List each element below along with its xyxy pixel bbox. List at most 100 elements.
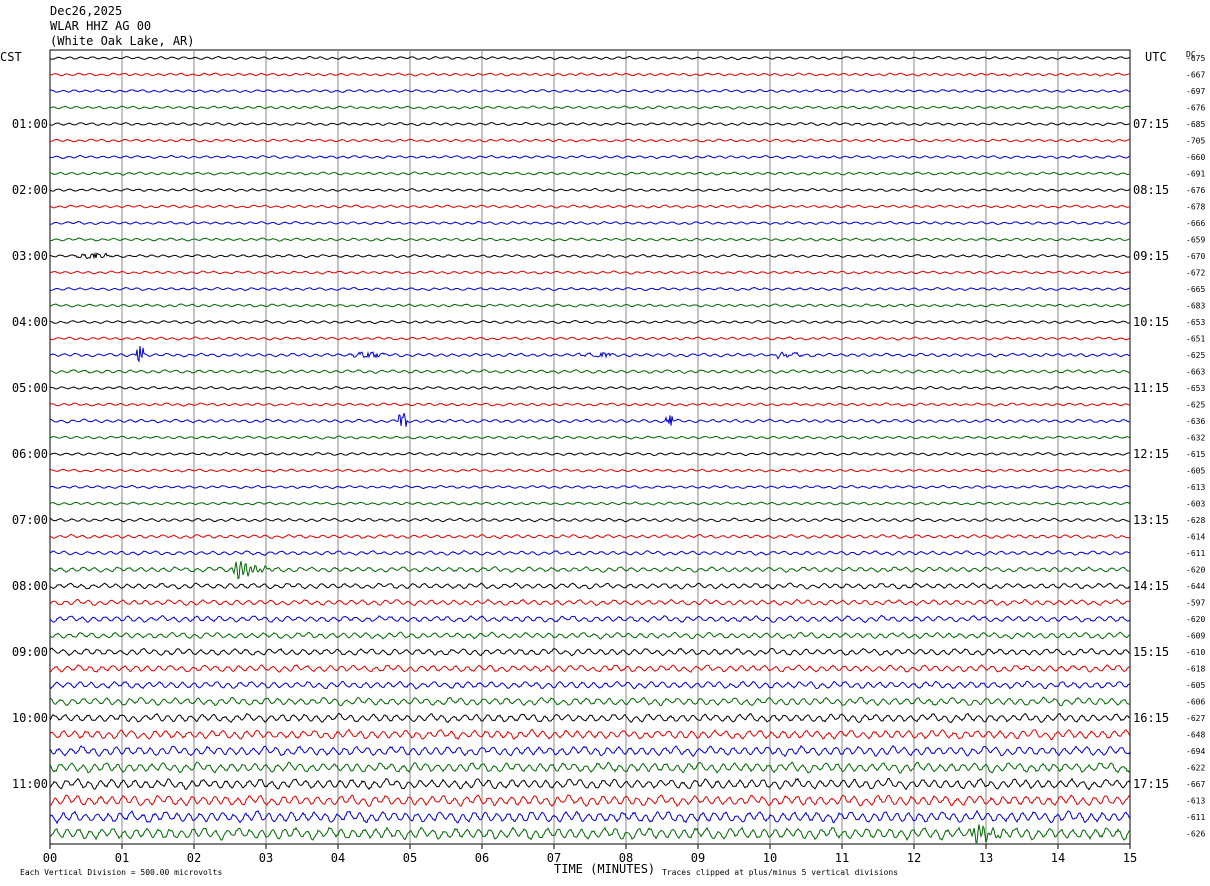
trace-row-28 [49,501,1131,506]
dc-offset-label: -636 [1186,417,1205,426]
trace-row-8 [49,171,1131,176]
trace-row-27 [49,484,1131,490]
dc-offset-label: -597 [1186,599,1205,608]
trace-row-15 [49,286,1131,292]
trace-row-12 [49,237,1131,242]
utc-hour-label: 11:15 [1133,381,1169,395]
plot-frame [49,49,1131,845]
trace-row-3 [49,89,1131,93]
utc-hour-label: 09:15 [1133,249,1169,263]
x-tick-label: 15 [1123,851,1137,865]
trace-row-46 [49,794,1131,808]
x-tick-label: 02 [187,851,201,865]
trace-row-25 [49,451,1131,457]
dc-offset-label: -605 [1186,467,1205,476]
trace-row-44 [49,761,1131,774]
trace-row-47 [49,809,1131,825]
dc-offset-label: -676 [1186,186,1205,195]
dc-offset-label: -644 [1186,582,1205,591]
cst-hour-label: 07:00 [12,513,48,527]
trace-row-11 [49,220,1131,226]
x-tick-label: 00 [43,851,57,865]
dc-offset-label: -606 [1186,698,1205,707]
cst-hour-label: 02:00 [12,183,48,197]
utc-hour-label: 08:15 [1133,183,1169,197]
trace-row-34 [49,598,1131,607]
x-tick-label: 13 [979,851,993,865]
x-tick-label: 08 [619,851,633,865]
dc-offset-label: -615 [1186,450,1205,459]
cst-hour-label: 04:00 [12,315,48,329]
trace-row-4 [49,105,1131,110]
trace-row-14 [49,270,1131,275]
trace-row-17 [49,319,1131,325]
dc-offset-label: -613 [1186,797,1205,806]
trace-row-42 [49,728,1131,741]
trace-row-16 [49,303,1131,308]
x-tick-label: 14 [1051,851,1065,865]
dc-offset-label: -660 [1186,153,1205,162]
cst-axis-label: CST [0,50,22,64]
trace-row-24 [49,435,1131,440]
dc-offset-label: -653 [1186,384,1205,393]
trace-row-5 [49,121,1131,127]
dc-offset-label: -676 [1186,104,1205,113]
trace-row-2 [49,72,1131,77]
x-tick-label: 07 [547,851,561,865]
trace-row-43 [49,744,1131,758]
dc-offset-label: -659 [1186,236,1205,245]
x-tick-label: 09 [691,851,705,865]
cst-hour-label: 08:00 [12,579,48,593]
dc-offset-label: -667 [1186,71,1205,80]
dc-offset-label: -648 [1186,731,1205,740]
trace-row-13 [49,251,1131,260]
trace-row-1 [49,55,1131,61]
x-tick-label: 01 [115,851,129,865]
scale-note: Each Vertical Division = 500.00 microvol… [20,868,222,877]
trace-row-41 [49,712,1131,724]
dc-offset-label: -667 [1186,780,1205,789]
dc-offset-label: -685 [1186,120,1205,129]
cst-hour-label: 06:00 [12,447,48,461]
dc-offset-label: -626 [1186,830,1205,839]
dc-offset-label: -614 [1186,533,1205,542]
utc-hour-label: 17:15 [1133,777,1169,791]
header-station: WLAR HHZ AG 00 [50,19,152,33]
axis-labels: 00 01 02 03 04 05 06 07 08 09 10 11 12 13 14 15 -675 -667… [0,50,1205,877]
cst-hour-label: 11:00 [12,777,48,791]
trace-row-31 [49,549,1131,556]
dc-offset-label: -611 [1186,813,1205,822]
dc-offset-label: -620 [1186,566,1205,575]
trace-row-38 [49,664,1131,673]
cst-hour-label: 03:00 [12,249,48,263]
trace-row-21 [49,385,1131,391]
utc-hour-label: 12:15 [1133,447,1169,461]
header-date: Dec26,2025 [50,4,123,18]
trace-row-6 [49,138,1131,143]
dc-offset-label: -625 [1186,351,1205,360]
utc-hour-label: 07:15 [1133,117,1169,131]
dc-offset-label: -683 [1186,302,1205,311]
trace-row-26 [49,468,1131,473]
trace-row-40 [49,696,1131,707]
utc-hour-label: 13:15 [1133,513,1169,527]
cst-hour-label: 05:00 [12,381,48,395]
dc-offset-label: -611 [1186,549,1205,558]
trace-row-35 [49,615,1131,623]
trace-row-45 [49,777,1131,791]
dc-offset-label: -678 [1186,203,1205,212]
trace-group [49,55,1131,843]
utc-hour-label: 16:15 [1133,711,1169,725]
dc-offset-label: -628 [1186,516,1205,525]
dc-offset-label: -622 [1186,764,1205,773]
dc-offset-label: -632 [1186,434,1205,443]
dc-offset-label: -705 [1186,137,1205,146]
trace-row-19 [49,345,1131,363]
cst-hour-label: 10:00 [12,711,48,725]
utc-hour-label: 14:15 [1133,579,1169,593]
dc-offset-label: -663 [1186,368,1205,377]
x-tick-label: 05 [403,851,417,865]
x-tick-label: 12 [907,851,921,865]
utc-hour-label: 10:15 [1133,315,1169,329]
dc-offset-label: -665 [1186,285,1205,294]
